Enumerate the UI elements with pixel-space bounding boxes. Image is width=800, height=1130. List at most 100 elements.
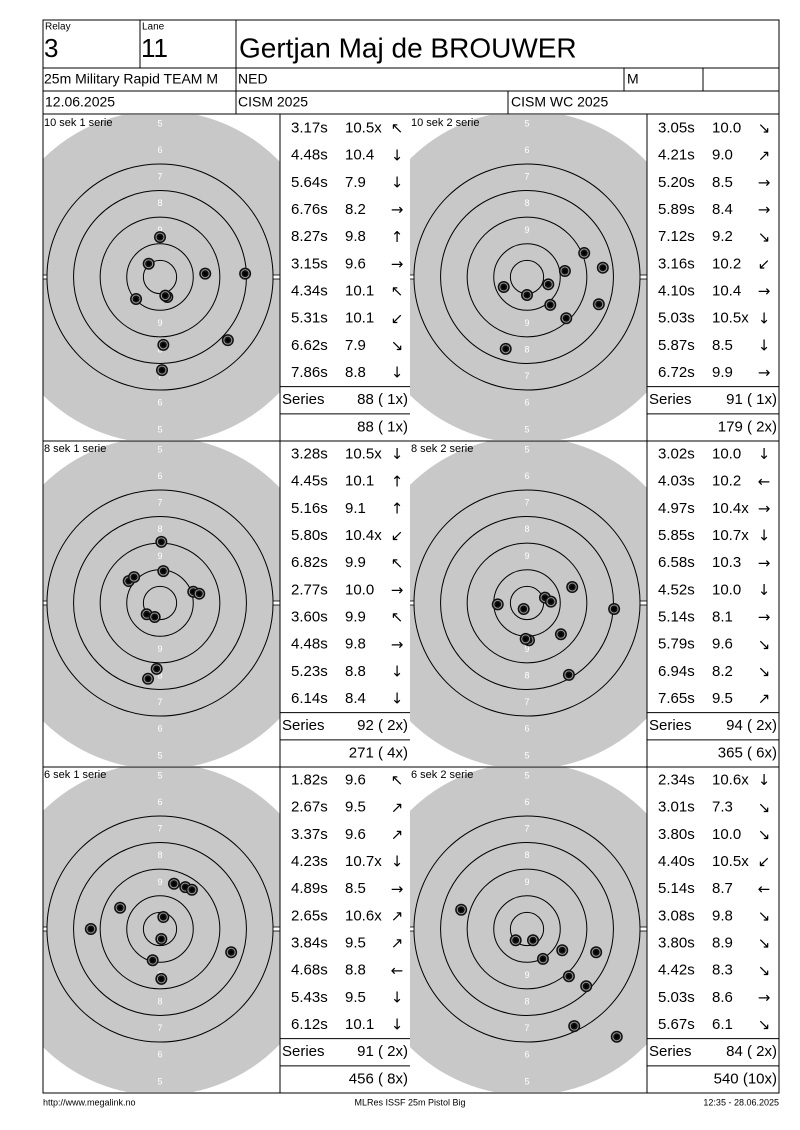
shot-time: 4.10s — [658, 283, 695, 300]
shot-score: 10.4x — [712, 500, 749, 517]
shot-score: 9.5 — [345, 799, 366, 816]
target-ring — [99, 216, 221, 338]
shot-score: 10.0 — [345, 581, 374, 598]
shot-score: 9.8 — [345, 228, 366, 245]
shot-hole — [142, 257, 155, 270]
shot-direction: ↘ — [758, 798, 771, 816]
panel-title: 8 sek 1 serie — [44, 443, 106, 455]
shot-score: 9.5 — [345, 989, 366, 1006]
shot-time: 5.67s — [658, 1016, 695, 1033]
ring-label: 8 — [157, 524, 162, 534]
ring-label: 5 — [157, 444, 162, 454]
shot-hole — [560, 312, 573, 325]
shot-score: 10.4 — [345, 147, 374, 164]
panel-title: 10 sek 2 serie — [411, 117, 479, 129]
aiming-bar — [639, 600, 647, 606]
shot-direction: ← — [758, 472, 771, 490]
shot-time: 5.85s — [658, 527, 695, 544]
series-label: Series — [649, 391, 692, 408]
series-total: 94 ( 2x) — [726, 717, 777, 734]
shot-time: 1.82s — [291, 772, 328, 789]
shot-score: 8.9 — [712, 935, 733, 952]
shot-direction: ← — [758, 880, 771, 898]
shot-time: 6.94s — [658, 663, 695, 680]
aiming-bar — [272, 926, 280, 932]
series-total: 91 ( 2x) — [357, 1043, 408, 1060]
shot-score: 9.5 — [712, 690, 733, 707]
shot-score: 8.8 — [345, 663, 366, 680]
shot-hole — [239, 267, 252, 280]
shot-time: 4.89s — [291, 880, 328, 897]
panel-title: 6 sek 2 serie — [411, 769, 473, 781]
aiming-bar — [410, 274, 415, 280]
aiming-bar — [43, 926, 48, 932]
shot-score: 10.4 — [712, 283, 741, 300]
shot-score: 10.2 — [712, 255, 741, 272]
series-label: Series — [649, 1043, 692, 1060]
shot-direction: ↓ — [391, 146, 404, 164]
ring-label: 5 — [524, 1076, 529, 1086]
target-disc — [410, 115, 647, 440]
series-total: 91 ( 1x) — [726, 391, 777, 408]
shot-time: 4.21s — [658, 147, 695, 164]
lane-label: Lane — [142, 22, 165, 33]
shot-time: 2.65s — [291, 907, 328, 924]
shot-score: 10.7x — [712, 527, 749, 544]
panel-title: 6 sek 1 serie — [44, 769, 106, 781]
shot-direction: ↓ — [758, 771, 771, 789]
shot-direction: ↘ — [391, 336, 404, 354]
nation: NED — [238, 71, 268, 87]
shot-score: 8.2 — [712, 663, 733, 680]
shot-direction: ↓ — [391, 690, 404, 708]
ring-label: 6 — [524, 797, 529, 807]
ring-label: 8 — [157, 850, 162, 860]
ring-label: 7 — [157, 1023, 162, 1033]
shot-direction: → — [758, 173, 771, 191]
shot-direction: ↖ — [391, 282, 404, 300]
shot-direction: ↖ — [391, 771, 404, 789]
shot-time: 3.28s — [291, 446, 328, 463]
shot-direction: ↖ — [391, 608, 404, 626]
ring-label: 9 — [524, 877, 529, 887]
ring-label: 5 — [157, 1076, 162, 1086]
target-ring — [126, 895, 194, 963]
shot-score: 8.5 — [345, 880, 366, 897]
shot-hole — [608, 602, 621, 615]
cumulative-total: 179 ( 2x) — [718, 418, 777, 435]
ring-label: 6 — [524, 145, 529, 155]
shot-score: 9.9 — [345, 554, 366, 571]
shot-score: 7.3 — [712, 799, 733, 816]
shot-direction: ↓ — [391, 853, 404, 871]
shot-score: 10.2 — [712, 473, 741, 490]
shot-time: 4.52s — [658, 581, 695, 598]
shot-direction: ↑ — [391, 228, 404, 246]
shot-score: 10.3 — [712, 554, 741, 571]
shot-score: 10.0 — [712, 446, 741, 463]
ring-label: 8 — [524, 671, 529, 681]
aiming-bar — [272, 274, 280, 280]
shot-score: 8.4 — [712, 201, 733, 218]
ring-label: 7 — [524, 1023, 529, 1033]
shot-hole — [499, 342, 512, 355]
shot-hole — [592, 298, 605, 311]
ring-label: 5 — [524, 750, 529, 760]
shot-time: 6.82s — [291, 554, 328, 571]
shot-time: 5.79s — [658, 636, 695, 653]
date: 12.06.2025 — [45, 94, 115, 110]
ring-label: 7 — [524, 172, 529, 182]
shot-direction: ↘ — [758, 961, 771, 979]
ring-label: 7 — [524, 371, 529, 381]
shot-time: 4.34s — [291, 283, 328, 300]
shot-score: 9.6 — [345, 255, 366, 272]
ring-label: 9 — [524, 644, 529, 654]
shot-time: 6.58s — [658, 554, 695, 571]
event: 25m Military Rapid TEAM M — [44, 71, 218, 87]
shot-direction: → — [758, 988, 771, 1006]
shot-hole — [544, 298, 557, 311]
shot-score: 8.5 — [712, 174, 733, 191]
